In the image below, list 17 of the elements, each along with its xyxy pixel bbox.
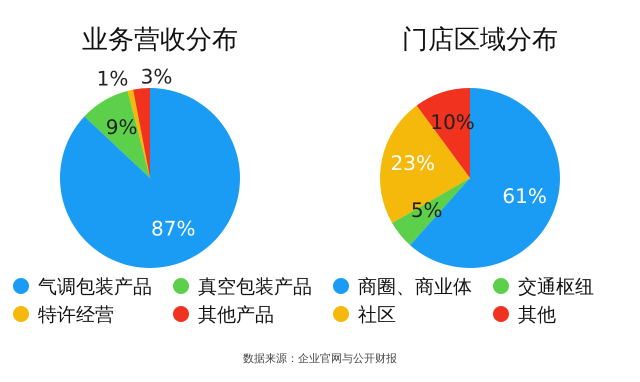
data-label: 9% bbox=[106, 114, 138, 139]
legend-label: 社区 bbox=[358, 304, 396, 326]
chart-title: 门店区域分布 bbox=[402, 25, 558, 55]
data-label: 3% bbox=[140, 64, 172, 88]
data-label: 1% bbox=[96, 66, 128, 90]
legend-label: 交通枢纽 bbox=[518, 276, 594, 298]
legend-label: 商圈、商业体 bbox=[358, 276, 472, 298]
legend-label: 其他产品 bbox=[198, 304, 274, 326]
legend-label: 其他 bbox=[518, 304, 556, 326]
data-label: 87% bbox=[151, 216, 196, 241]
chart-title: 业务营收分布 bbox=[82, 25, 238, 55]
data-label: 61% bbox=[502, 184, 547, 208]
legend-label: 气调包装产品 bbox=[38, 276, 152, 298]
legend-label: 特许经营 bbox=[38, 304, 114, 326]
data-label: 23% bbox=[390, 151, 435, 176]
legend-label: 真空包装产品 bbox=[198, 276, 312, 298]
source-note: 数据来源：企业官网与公开财报 bbox=[243, 352, 397, 365]
